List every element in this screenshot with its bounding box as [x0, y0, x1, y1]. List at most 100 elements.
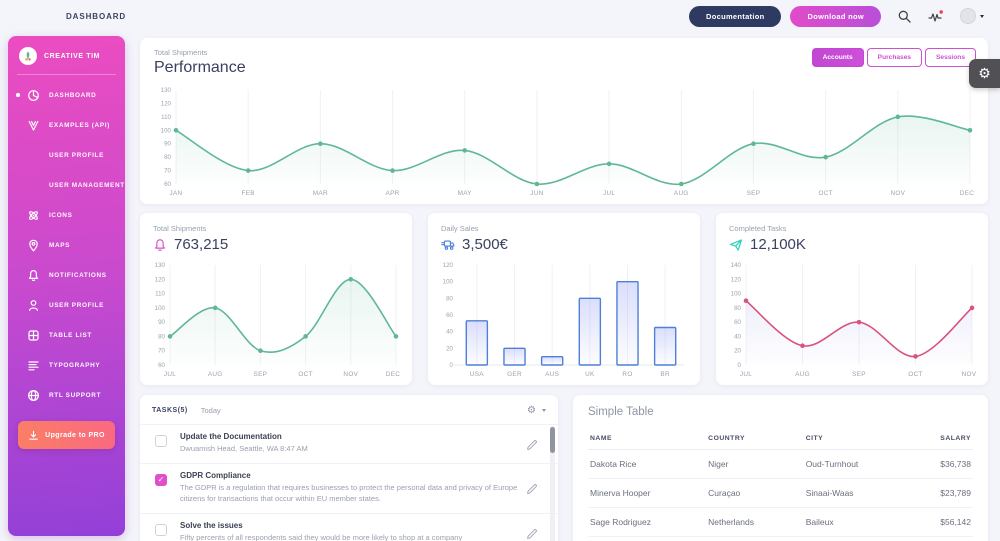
svg-text:80: 80	[164, 154, 171, 161]
table-cell: Sage Rodriguez	[588, 507, 707, 537]
svg-text:OCT: OCT	[818, 190, 832, 197]
sidebar-item-label: USER PROFILE	[49, 301, 105, 309]
svg-text:40: 40	[734, 333, 741, 340]
sidebar-item-user-management[interactable]: USER MANAGEMENT	[8, 170, 125, 200]
svg-text:100: 100	[155, 305, 166, 312]
documentation-button[interactable]: Documentation	[689, 5, 782, 27]
typography-icon	[27, 359, 40, 372]
sidebar-item-icons[interactable]: ICONS	[8, 200, 125, 230]
task-checkbox[interactable]	[155, 523, 167, 536]
svg-text:0: 0	[738, 362, 742, 369]
stat-card-label: Completed Tasks	[729, 224, 787, 233]
table-cell: Minerva Hooper	[588, 478, 707, 508]
svg-text:60: 60	[446, 312, 453, 319]
sidebar: CREATIVE TIM DASHBOARD EXAMPLES (API) USER…	[8, 36, 125, 536]
sidebar-item-examples-api[interactable]: EXAMPLES (API)	[8, 110, 125, 140]
task-checkbox[interactable]: ✓	[155, 473, 167, 486]
table-cell: Sinaai-Waas	[803, 478, 910, 508]
edit-pencil-icon[interactable]	[526, 527, 538, 539]
brand-name: CREATIVE TIM	[44, 52, 101, 60]
svg-text:40: 40	[446, 329, 453, 336]
task-description: The GDPR is a regulation that requires b…	[180, 482, 518, 504]
table-cell: Netherlands	[706, 507, 804, 537]
svg-text:USA: USA	[470, 371, 484, 378]
sidebar-item-table-list[interactable]: TABLE LIST	[8, 320, 125, 350]
search-icon[interactable]	[898, 10, 911, 23]
svg-text:120: 120	[161, 100, 172, 107]
tab-sessions[interactable]: Sessions	[925, 48, 976, 67]
bell-icon	[153, 238, 167, 252]
svg-text:100: 100	[731, 291, 742, 298]
performance-card: Total Shipments Performance Accounts Purc…	[140, 38, 988, 204]
sidebar-item-maps[interactable]: MAPS	[8, 230, 125, 260]
edit-pencil-icon[interactable]	[526, 438, 538, 450]
activity-pulse-icon[interactable]	[928, 9, 943, 23]
avatar	[960, 8, 976, 24]
svg-text:90: 90	[164, 141, 171, 148]
stat-card-value: 763,215	[174, 236, 229, 253]
table-cell: Overland Park	[803, 536, 910, 541]
tasks-scrollbar-track[interactable]	[550, 426, 555, 541]
svg-text:20: 20	[446, 345, 453, 352]
svg-text:120: 120	[731, 276, 742, 283]
settings-gear-button[interactable]: ⚙	[969, 59, 1000, 88]
column-header-city: CITY	[803, 429, 910, 450]
tasks-scrollbar-thumb[interactable]	[550, 427, 555, 453]
table-cell: $23,789	[909, 478, 973, 508]
svg-text:130: 130	[155, 262, 166, 269]
svg-text:JUL: JUL	[603, 190, 615, 197]
stat-card-daily-sales: Daily Sales 3,500€ 120 100 80 60 40 20 0 USA GER AU…	[428, 213, 700, 385]
user-avatar-menu[interactable]	[960, 8, 984, 24]
sidebar-item-label: EXAMPLES (API)	[49, 121, 110, 129]
tasks-options-dropdown[interactable]: ⚙	[527, 405, 546, 416]
atom-icon	[27, 209, 40, 222]
table-cell: $38,735	[909, 536, 973, 541]
sidebar-brand[interactable]: CREATIVE TIM	[8, 36, 125, 74]
svg-text:AUG: AUG	[208, 371, 223, 378]
svg-text:60: 60	[158, 362, 165, 369]
bell-icon	[27, 269, 40, 282]
task-title: GDPR Compliance	[180, 470, 251, 480]
svg-text:110: 110	[155, 291, 165, 298]
svg-text:NOV: NOV	[962, 371, 977, 378]
svg-text:AUS: AUS	[545, 371, 559, 378]
svg-text:70: 70	[158, 348, 165, 355]
completed-tasks-chart: 140 120 100 80 60 40 20 0 JUL AUG SEP OCT NOV	[724, 259, 980, 379]
sidebar-item-label: RTL SUPPORT	[49, 391, 102, 399]
tab-purchases[interactable]: Purchases	[866, 48, 923, 67]
table-cell: $36,738	[909, 449, 973, 479]
sidebar-item-typography[interactable]: TYPOGRAPHY	[8, 350, 125, 380]
svg-text:OCT: OCT	[298, 371, 312, 378]
sidebar-item-rtl-support[interactable]: RTL SUPPORT	[8, 380, 125, 410]
task-row-gdpr-compliance: ✓ GDPR Compliance The GDPR is a regulation…	[140, 462, 558, 513]
sidebar-item-notifications[interactable]: NOTIFICATIONS	[8, 260, 125, 290]
table-row: Philip ChaneyKorea, SouthOverland Park$3…	[588, 536, 973, 541]
svg-text:90: 90	[158, 319, 165, 326]
table-cell: $56,142	[909, 507, 973, 537]
daily-sales-chart: 120 100 80 60 40 20 0 USA GER AUS UK RO BR	[436, 259, 692, 379]
svg-text:RO: RO	[622, 371, 632, 378]
svg-text:SEP: SEP	[747, 190, 761, 197]
stat-card-value: 3,500€	[462, 236, 508, 253]
sidebar-item-dashboard[interactable]: DASHBOARD	[8, 80, 125, 110]
task-checkbox[interactable]	[155, 435, 167, 447]
tab-accounts[interactable]: Accounts	[811, 48, 864, 67]
pin-icon	[27, 239, 40, 252]
sidebar-item-user-profile[interactable]: USER PROFILE	[8, 140, 125, 170]
svg-text:GER: GER	[507, 371, 522, 378]
svg-text:OCT: OCT	[908, 371, 922, 378]
page-title: DASHBOARD	[66, 11, 127, 21]
sidebar-item-user-profile[interactable]: USER PROFILE	[8, 290, 125, 320]
table-title: Simple Table	[588, 406, 654, 418]
svg-text:BR: BR	[660, 371, 670, 378]
tasks-card: TASKS(5) Today ⚙ Update the Documentatio…	[140, 395, 558, 541]
edit-pencil-icon[interactable]	[526, 482, 538, 495]
upgrade-label: Upgrade to PRO	[45, 431, 105, 439]
table-cell: Oud-Turnhout	[803, 449, 910, 479]
chevron-down-icon	[980, 14, 984, 18]
sidebar-item-label: ICONS	[49, 211, 73, 219]
upgrade-to-pro-button[interactable]: Upgrade to PRO	[18, 421, 115, 449]
download-now-button[interactable]: Download now	[790, 5, 881, 27]
chevron-down-icon	[542, 409, 546, 412]
performance-chart: 130 120 110 100 90 80 70 60 JAN FEB MAR APR MAY JUN JU…	[154, 84, 978, 198]
